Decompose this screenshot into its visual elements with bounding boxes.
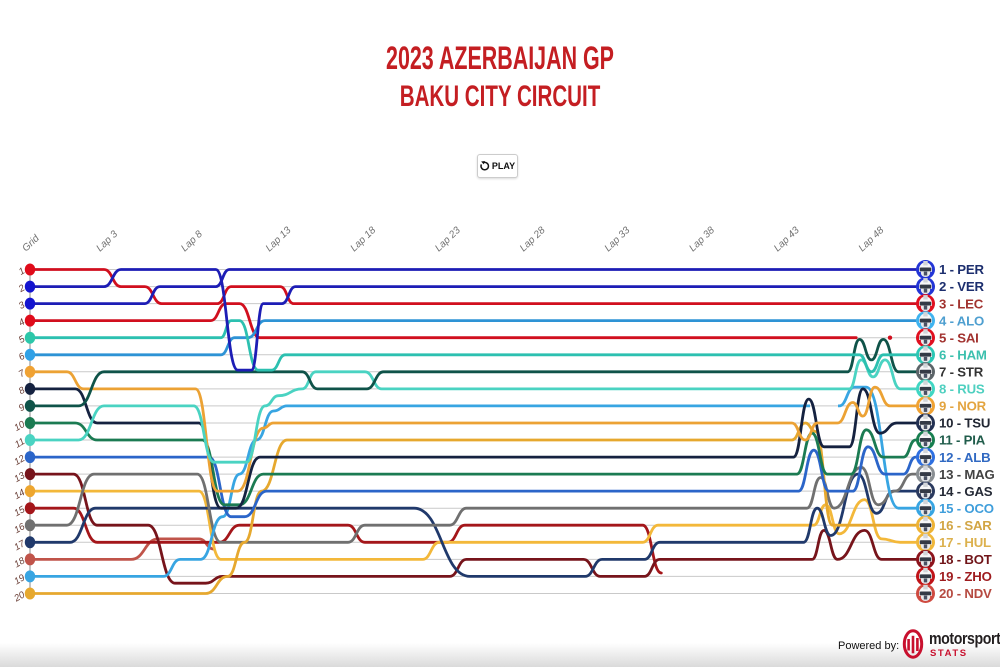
svg-text:7: 7 — [17, 368, 28, 381]
svg-text:Lap 48: Lap 48 — [857, 225, 887, 254]
svg-text:Lap 13: Lap 13 — [264, 225, 294, 254]
svg-text:10 - TSU: 10 - TSU — [939, 416, 990, 431]
svg-text:1: 1 — [17, 266, 27, 278]
svg-text:5: 5 — [17, 333, 28, 346]
svg-text:2: 2 — [16, 282, 28, 295]
svg-text:Lap 43: Lap 43 — [772, 225, 802, 254]
svg-text:Lap 28: Lap 28 — [518, 225, 548, 254]
svg-text:18 - BOT: 18 - BOT — [939, 552, 992, 567]
svg-text:9 - NOR: 9 - NOR — [939, 399, 987, 414]
svg-text:5 - SAI: 5 - SAI — [939, 330, 979, 345]
svg-text:6: 6 — [17, 351, 28, 364]
svg-text:14 - GAS: 14 - GAS — [939, 484, 993, 499]
svg-text:11: 11 — [13, 436, 27, 450]
svg-text:Lap 33: Lap 33 — [603, 225, 633, 254]
svg-text:Grid: Grid — [20, 233, 42, 254]
svg-text:11 - PIA: 11 - PIA — [939, 433, 986, 448]
svg-text:3 - LEC: 3 - LEC — [939, 296, 984, 311]
svg-text:Lap 23: Lap 23 — [433, 225, 463, 254]
svg-text:6 - HAM: 6 - HAM — [939, 347, 987, 362]
svg-text:14: 14 — [12, 487, 27, 502]
svg-text:2 - VER: 2 - VER — [939, 279, 984, 294]
svg-text:19 - ZHO: 19 - ZHO — [939, 569, 992, 584]
svg-text:Lap 8: Lap 8 — [179, 229, 205, 255]
svg-text:13 - MAG: 13 - MAG — [939, 467, 995, 482]
svg-text:1 - PER: 1 - PER — [939, 262, 984, 277]
svg-text:12 - ALB: 12 - ALB — [939, 450, 990, 465]
svg-text:16 - SAR: 16 - SAR — [939, 518, 992, 533]
svg-text:Lap 18: Lap 18 — [349, 225, 379, 254]
svg-text:4: 4 — [17, 317, 27, 329]
svg-text:9: 9 — [17, 402, 28, 415]
svg-text:Lap 38: Lap 38 — [687, 225, 717, 254]
svg-text:3: 3 — [17, 299, 28, 312]
svg-text:4 - ALO: 4 - ALO — [939, 313, 984, 328]
svg-text:15 - OCO: 15 - OCO — [939, 501, 994, 516]
svg-text:Lap 3: Lap 3 — [94, 229, 120, 255]
svg-text:8 - RUS: 8 - RUS — [939, 382, 985, 397]
svg-text:8: 8 — [17, 385, 28, 398]
svg-text:7 - STR: 7 - STR — [939, 365, 984, 380]
svg-text:17 - HUL: 17 - HUL — [939, 535, 991, 550]
svg-text:20 - NDV: 20 - NDV — [939, 586, 992, 601]
